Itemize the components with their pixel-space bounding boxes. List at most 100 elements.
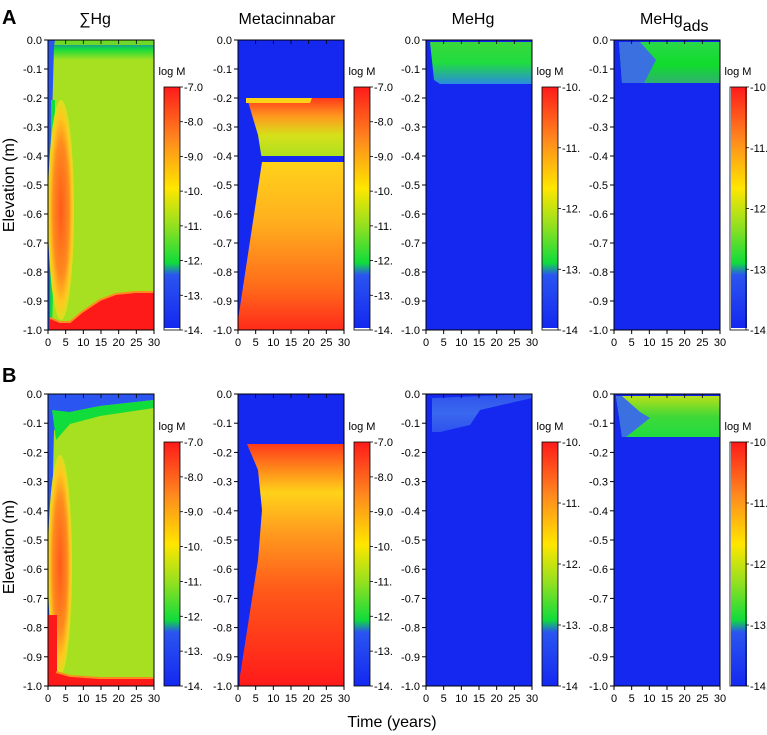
panel-a-metacinnabar-colorbar-title: log M [349, 66, 376, 78]
panel-b-mehg-ytick-label: -0.2 [401, 447, 420, 459]
panel-a-mehg-ads-ytick-label: -0.4 [589, 151, 608, 163]
panel-b-mehg-ads-xtick-label: 25 [696, 693, 708, 705]
panel-b-sum-hg-colorbar-tick-label: -10. [184, 542, 203, 554]
panel-a-mehg-colorbar-title: log M [537, 66, 564, 78]
panel-a-sum-hg-xtick-label: 10 [77, 337, 89, 349]
panel-a-sum-hg-xtick-label: 0 [45, 337, 51, 349]
panel-b-mehg-ads-xtick-label: 20 [679, 693, 691, 705]
panel-a-mehg-ads-colorbar-tick-label: -11. [750, 143, 767, 155]
panel-b-sum-hg-colorbar-tick-label: -9.0 [184, 507, 203, 519]
panel-b-metacinnabar-ytick-label: -0.1 [213, 418, 232, 430]
panel-b-mehg-ytick-label: -0.9 [401, 652, 420, 664]
panel-a-mehg-colorbar-tick-label: -11. [562, 143, 580, 155]
panel-a-metacinnabar-ytick-label: -0.7 [213, 238, 232, 250]
panel-b-mehg-ads [614, 394, 720, 686]
colorbar-a3 [542, 87, 558, 328]
panel-a-metacinnabar-xtick-label: 10 [267, 337, 279, 349]
panel-b-mehg-colorbar-tick-label: -13. [562, 620, 581, 632]
panel-a-mehg-ads-ytick-label: -0.1 [589, 64, 608, 76]
y-axis-label-b: Elevation (m) [1, 500, 18, 594]
panel-b-mehg-ads-ytick-label: -1.0 [589, 681, 608, 693]
panel-a-metacinnabar-colorbar-tick-label: -14. [374, 325, 393, 337]
panel-b-mehg-ytick-label: -0.1 [401, 418, 420, 430]
panel-a-mehg-ads-ytick-label: -0.2 [589, 93, 608, 105]
panel-a-mehg-ads-ytick-label: -0.3 [589, 122, 608, 134]
panel-a-sum-hg-ytick-label: -0.2 [23, 93, 42, 105]
panel-a-mehg-ads-ytick-label: -1.0 [589, 325, 608, 337]
panel-b-mehg-ads-ytick-label: 0.0 [593, 389, 608, 401]
panel-a-metacinnabar-colorbar-tick-label: -11. [374, 221, 392, 233]
y-axis-label-a: Elevation (m) [1, 138, 18, 232]
panel-b-mehg-ads-ytick-label: -0.6 [589, 564, 608, 576]
panel-a-mehg-xtick-label: 10 [455, 337, 467, 349]
panel-a-mehg-ads-colorbar-tick-label: -14. [750, 325, 767, 337]
colorbar-a1 [164, 87, 180, 328]
panel-b-mehg-ytick-label: 0.0 [405, 389, 420, 401]
panel-b-mehg-ads-ytick-label: -0.4 [589, 506, 608, 518]
panel-a-metacinnabar-ytick-label: -0.8 [213, 267, 232, 279]
panel-a-mehg-xtick-label: 30 [526, 337, 538, 349]
panel-b-metacinnabar-xtick-label: 5 [253, 693, 259, 705]
panel-a-mehg-ads-colorbar-tick-label: -12. [750, 204, 767, 216]
panel-b-metacinnabar-xtick-label: 10 [267, 693, 279, 705]
panel-b-mehg-ytick-label: -1.0 [401, 681, 420, 693]
panel-a-mehg-ytick-label: -0.4 [401, 151, 420, 163]
panel-a-mehg [426, 40, 532, 330]
panel-b-sum-hg-xtick-label: 30 [148, 693, 160, 705]
colorbar-b3 [542, 442, 558, 686]
panel-b-mehg-colorbar-tick-label: -10. [562, 437, 581, 449]
panel-b-mehg-ytick-label: -0.5 [401, 535, 420, 547]
panel-a-mehg-colorbar-tick-label: -14 [562, 325, 578, 337]
panel-a-mehg-ads-xtick-label: 0 [611, 337, 617, 349]
panel-a-mehg-ads-ytick-label: 0.0 [593, 35, 608, 47]
panel-b-sum-hg-ytick-label: -0.2 [23, 447, 42, 459]
panel-a-metacinnabar-ytick-label: 0.0 [217, 35, 232, 47]
panel-a-sum-hg-ytick-label: -0.4 [23, 151, 42, 163]
panel-b-mehg-ytick-label: -0.6 [401, 564, 420, 576]
panel-a-mehg-colorbar-tick-label: -13. [562, 264, 581, 276]
panel-b-mehg-ads-colorbar-tick-label: -11. [750, 498, 767, 510]
panel-a-sum-hg-colorbar-frame [163, 86, 181, 331]
panel-a-metacinnabar-ytick-label: -0.4 [213, 151, 232, 163]
panel-b-mehg-xtick-label: 0 [423, 693, 429, 705]
panel-a-metacinnabar-xtick-label: 20 [303, 337, 315, 349]
panel-a-mehg-ytick-label: -0.7 [401, 238, 420, 250]
panel-a-sum-hg-xtick-label: 20 [113, 337, 125, 349]
panel-b-mehg-xtick-label: 20 [491, 693, 503, 705]
panel-b-sum-hg-xtick-label: 15 [95, 693, 107, 705]
colorbar-a2 [354, 87, 370, 328]
panel-b-sum-hg-ytick-label: -0.3 [23, 477, 42, 489]
panel-b-metacinnabar-xtick-label: 15 [285, 693, 297, 705]
panel-a-mehg-ads-ytick-label: -0.7 [589, 238, 608, 250]
panel-b-mehg-colorbar-tick-label: -14 [562, 681, 578, 693]
panel-a-metacinnabar-colorbar-tick-label: -12. [374, 256, 393, 268]
panel-b-metacinnabar-colorbar-tick-label: -10. [374, 542, 393, 554]
title-mehg: MeHg [452, 11, 495, 28]
panel-b-sum-hg-colorbar-tick-label: -14. [184, 681, 203, 693]
panel-b-mehg-colorbar-tick-label: -12. [562, 559, 581, 571]
x-axis-label: Time (years) [347, 714, 436, 731]
panel-a-mehg-ads-xtick-label: 20 [679, 337, 691, 349]
panel-b-mehg-ads-colorbar-tick-label: -14. [750, 681, 767, 693]
panel-b-sum-hg-colorbar-frame [163, 441, 181, 687]
panel-a-metacinnabar-ytick-label: -1.0 [213, 325, 232, 337]
panel-a-mehg-ads-ytick-label: -0.5 [589, 180, 608, 192]
panel-a-sum-hg-ytick-label: -0.7 [23, 238, 42, 250]
panel-a-mehg-ytick-label: -0.1 [401, 64, 420, 76]
panel-a-metacinnabar-colorbar-tick-label: -8.0 [374, 117, 393, 129]
panel-b-sum-hg-ytick-label: -0.8 [23, 623, 42, 635]
panel-b-sum-hg-ytick-label: -0.5 [23, 535, 42, 547]
panel-a-mehg-ytick-label: -0.9 [401, 296, 420, 308]
panel-a-mehg-ytick-label: -0.2 [401, 93, 420, 105]
panel-b-metacinnabar-ytick-label: -0.6 [213, 564, 232, 576]
panel-b-sum-hg-xtick-label: 5 [63, 693, 69, 705]
panel-b-metacinnabar-colorbar-tick-label: -7.0 [374, 437, 393, 449]
panel-b-mehg-ytick-label: -0.8 [401, 623, 420, 635]
panel-a-mehg-ads-xtick-label: 25 [696, 337, 708, 349]
panel-a-mehg-ads-xtick-label: 15 [661, 337, 673, 349]
panel-a-metacinnabar [238, 40, 344, 330]
panel-b-metacinnabar-colorbar-tick-label: -14. [374, 681, 393, 693]
panel-a-mehg-ads-ytick-label: -0.8 [589, 267, 608, 279]
panel-a-metacinnabar-colorbar-tick-label: -10. [374, 186, 393, 198]
colorbar-b2 [354, 442, 370, 686]
